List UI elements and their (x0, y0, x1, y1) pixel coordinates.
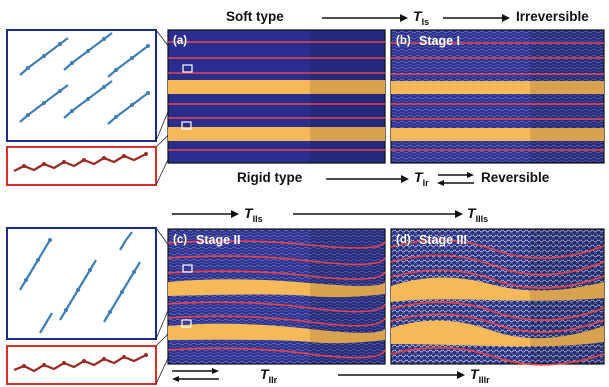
molecule-inset-bottom-blue (6, 227, 157, 340)
panel-a-tag: (a) (173, 35, 188, 47)
t-ir-label: TIr (414, 169, 429, 188)
t-iir-label: TIIr (260, 366, 278, 385)
panel-c-tag: (c) (173, 234, 188, 246)
panel-b-tag: (b) (396, 35, 411, 47)
panel-b (390, 29, 605, 164)
molecule-inset-top-blue (6, 29, 157, 142)
irreversible-label: Irreversible (516, 9, 589, 24)
t-iis-label: TIIs (244, 205, 263, 224)
molecule-inset-bottom-red (6, 345, 157, 385)
molecule-inset-top-red (6, 146, 157, 186)
rigid-type-label: Rigid type (237, 170, 303, 185)
panel-d-tag: (d) (396, 234, 411, 246)
t-is-label: TIs (413, 8, 430, 27)
panel-d-stage: Stage III (419, 233, 467, 247)
panel-c (167, 228, 386, 365)
reversible-label: Reversible (481, 170, 550, 185)
panel-a (167, 29, 386, 164)
panel-c-stage: Stage II (196, 233, 241, 247)
t-iiir-label: TIIIr (470, 366, 490, 385)
t-iiis-label: TIIIs (467, 205, 489, 224)
soft-type-label: Soft type (226, 9, 284, 24)
arrows (172, 14, 510, 382)
panel-b-stage: Stage I (419, 34, 460, 48)
panel-d (390, 228, 605, 366)
